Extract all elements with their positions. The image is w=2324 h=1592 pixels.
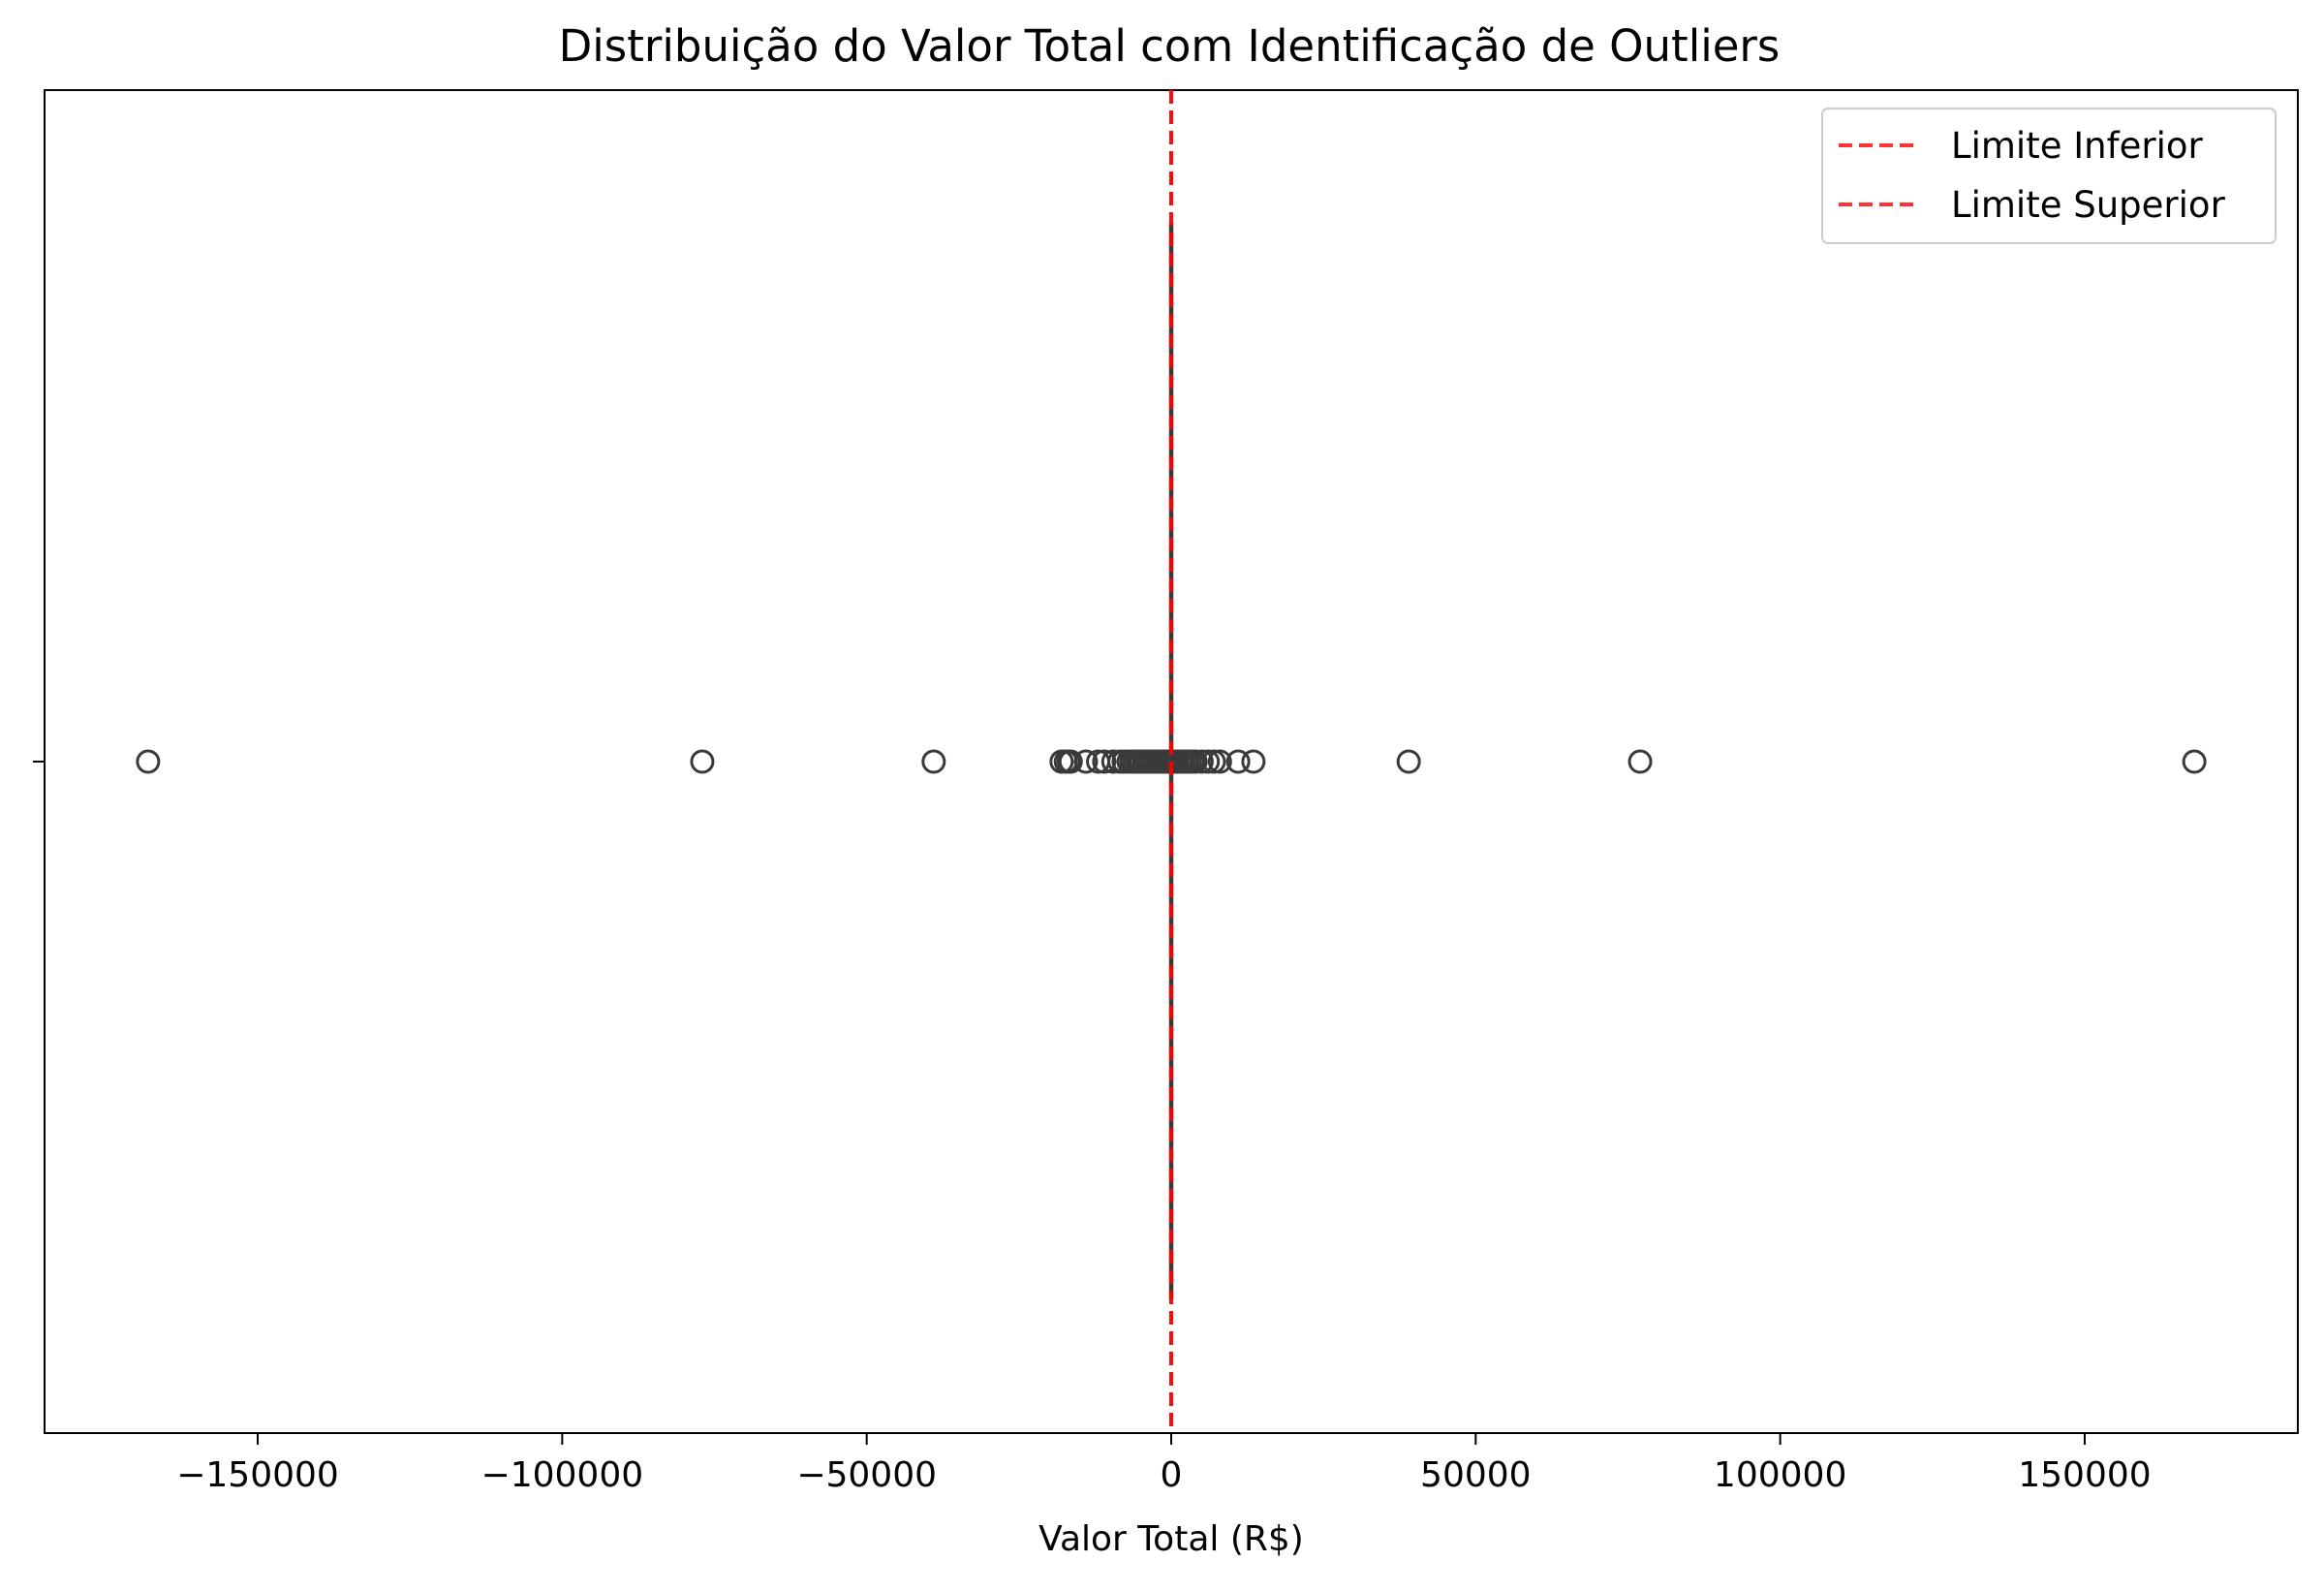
outlier-point — [1241, 749, 1266, 774]
outlier-point — [136, 749, 161, 774]
outlier-point — [1183, 749, 1208, 774]
outlier-point — [1225, 749, 1251, 774]
outlier-point — [1058, 749, 1083, 774]
x-tick-label: 0 — [1161, 1455, 1183, 1495]
outlier-point — [2182, 749, 2207, 774]
x-tick-label: 50000 — [1420, 1455, 1532, 1495]
legend-frame — [1821, 108, 2277, 244]
chart-title: Distribuição do Valor Total com Identifi… — [559, 20, 1781, 72]
legend-label-limite-inferior: Limite Inferior — [1951, 125, 2204, 167]
x-tick-label: 150000 — [2018, 1455, 2151, 1495]
x-tick-label: −100000 — [481, 1455, 644, 1495]
x-tick-label: 100000 — [1714, 1455, 1846, 1495]
outlier-point — [1073, 749, 1099, 774]
legend-label-limite-superior: Limite Superior — [1951, 184, 2226, 226]
outlier-point — [1195, 749, 1221, 774]
x-tick-label: −50000 — [796, 1455, 937, 1495]
x-axis: −150000 −100000 −50000 0 50000 100000 150000 — [176, 1433, 2152, 1495]
outlier-point — [1189, 749, 1214, 774]
outlier-point — [921, 749, 946, 774]
x-tick-label: −150000 — [176, 1455, 339, 1495]
outlier-point — [1092, 749, 1117, 774]
outlier-point — [1396, 749, 1421, 774]
outlier-point — [690, 749, 715, 774]
outlier-point — [1201, 749, 1226, 774]
outlier-point — [1207, 749, 1232, 774]
outlier-point — [1627, 749, 1653, 774]
x-axis-label: Valor Total (R$) — [1038, 1519, 1304, 1559]
legend: Limite Inferior Limite Superior — [1821, 108, 2277, 244]
